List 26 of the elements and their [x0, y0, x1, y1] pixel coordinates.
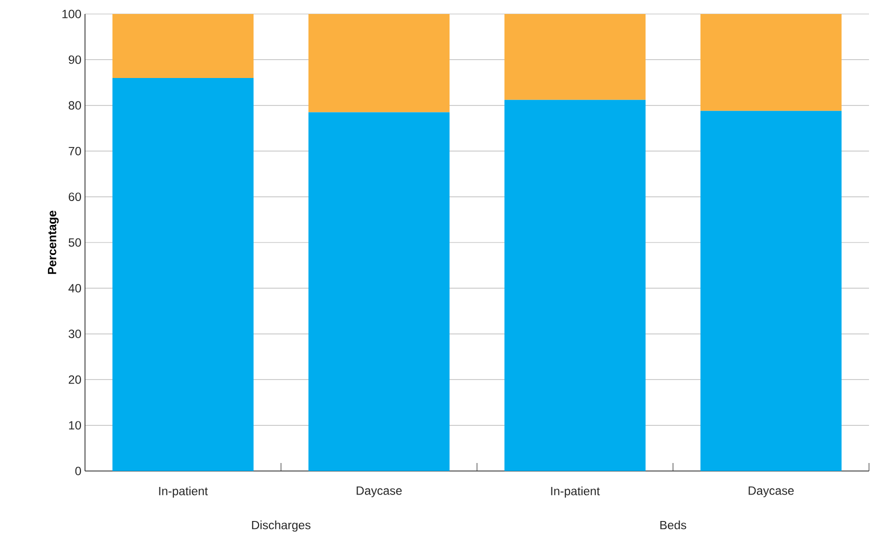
- x-tick-label: Daycase: [748, 486, 794, 498]
- y-tick-label: 40: [68, 284, 82, 292]
- bar: [504, 100, 646, 471]
- bar: [308, 112, 450, 471]
- bar: [700, 110, 842, 471]
- bar: [112, 14, 254, 78]
- x-tick-label: In-patient: [159, 486, 208, 498]
- y-tick-label: 70: [68, 146, 82, 156]
- y-tick-label: 0: [75, 466, 82, 476]
- y-tick-label: 60: [68, 192, 82, 202]
- y-tick-label: 100: [62, 10, 82, 18]
- text: Beds: [660, 520, 686, 530]
- y-tick-label: 10: [69, 421, 82, 430]
- y-tick-label: 50: [68, 238, 82, 247]
- x-tick-label: Daycase: [356, 486, 402, 498]
- y-axis-title: Percentage: [48, 210, 59, 274]
- y-tick-label: 90: [68, 55, 82, 64]
- y-tick-label: 30: [68, 330, 82, 338]
- bar: [112, 78, 254, 471]
- bar: [700, 14, 842, 111]
- y-tick-label: 20: [68, 375, 82, 384]
- bar: [504, 14, 646, 100]
- text: Discharges: [252, 520, 310, 532]
- x-tick-label: In-patient: [551, 486, 600, 498]
- y-tick-label: 80: [68, 101, 82, 110]
- bar: [308, 14, 450, 112]
